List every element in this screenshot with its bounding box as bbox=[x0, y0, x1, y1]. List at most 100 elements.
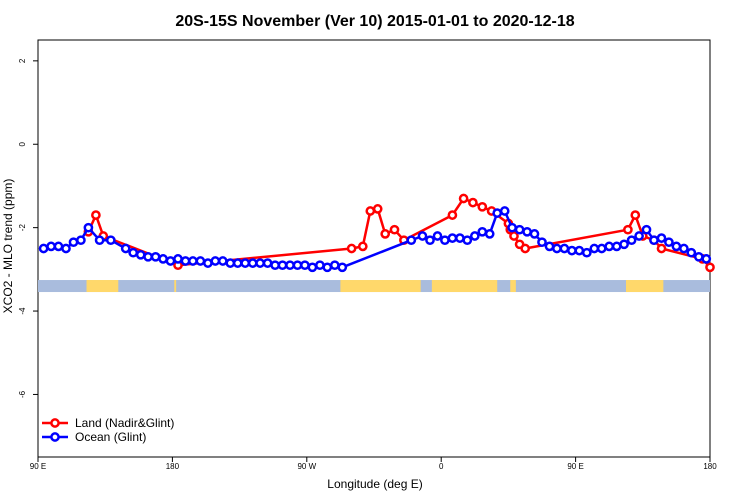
data-point bbox=[432, 231, 443, 241]
data-point bbox=[357, 241, 368, 252]
data-point bbox=[492, 208, 503, 218]
data-point bbox=[477, 226, 488, 237]
data-point bbox=[188, 256, 198, 266]
data-point bbox=[225, 258, 236, 268]
data-point bbox=[537, 237, 547, 248]
data-point bbox=[641, 224, 652, 235]
legend-label: Land (Nadir&Glint) bbox=[75, 416, 174, 430]
data-point bbox=[389, 224, 400, 235]
data-point bbox=[406, 235, 417, 246]
data-point bbox=[458, 193, 469, 204]
data-point bbox=[150, 251, 161, 262]
data-point bbox=[552, 243, 562, 254]
data-point bbox=[417, 231, 428, 241]
data-point bbox=[322, 262, 333, 273]
data-point bbox=[232, 258, 243, 268]
data-point bbox=[529, 229, 540, 239]
x-tick-label: 90 E bbox=[567, 462, 583, 471]
x-axis-label: Longitude (deg E) bbox=[327, 477, 422, 491]
legend: Land (Nadir&Glint)Ocean (Glint) bbox=[42, 416, 174, 444]
data-point bbox=[509, 231, 519, 241]
data-point bbox=[477, 201, 488, 212]
data-point bbox=[634, 231, 644, 241]
data-point bbox=[679, 243, 689, 254]
surface-type-bar bbox=[38, 280, 710, 293]
data-point bbox=[158, 254, 168, 264]
data-point bbox=[210, 256, 221, 266]
data-point bbox=[574, 245, 585, 256]
data-point bbox=[656, 233, 667, 243]
data-point bbox=[468, 197, 478, 208]
data-point bbox=[68, 237, 79, 248]
land-surface-segment bbox=[174, 280, 177, 293]
data-point bbox=[693, 251, 704, 262]
land-surface-segment bbox=[86, 280, 119, 293]
data-point bbox=[484, 229, 495, 239]
y-tick-label: -2 bbox=[18, 224, 27, 232]
data-point bbox=[705, 262, 715, 273]
data-point bbox=[623, 224, 633, 235]
data-point bbox=[94, 235, 105, 246]
data-point bbox=[262, 258, 273, 268]
data-point bbox=[120, 243, 131, 254]
data-point bbox=[105, 235, 116, 246]
data-point bbox=[329, 260, 340, 271]
data-point bbox=[195, 256, 206, 266]
data-point bbox=[626, 235, 637, 246]
data-point bbox=[520, 243, 531, 254]
data-point bbox=[247, 258, 258, 268]
data-point bbox=[83, 222, 94, 233]
data-point bbox=[255, 258, 265, 268]
x-tick-label: 180 bbox=[703, 462, 717, 471]
data-point bbox=[365, 206, 376, 216]
data-point bbox=[285, 260, 295, 271]
data-point bbox=[217, 256, 228, 266]
data-point bbox=[596, 243, 607, 254]
data-point bbox=[135, 249, 146, 260]
data-point bbox=[240, 258, 251, 268]
land-surface-segment bbox=[431, 280, 498, 293]
data-point bbox=[649, 235, 659, 246]
chart-title: 20S-15S November (Ver 10) 2015-01-01 to … bbox=[175, 13, 574, 30]
data-point bbox=[686, 247, 697, 258]
data-point bbox=[604, 241, 615, 252]
y-tick-label: 2 bbox=[18, 58, 27, 63]
data-point bbox=[337, 262, 348, 273]
legend-label: Ocean (Glint) bbox=[75, 430, 146, 444]
data-point bbox=[589, 243, 600, 254]
data-point bbox=[372, 204, 383, 214]
land-surface-segment bbox=[626, 280, 664, 293]
data-point bbox=[76, 235, 86, 246]
data-point bbox=[277, 260, 288, 271]
data-point bbox=[447, 210, 458, 220]
data-point bbox=[128, 247, 139, 258]
data-point bbox=[656, 243, 667, 254]
data-point bbox=[53, 241, 64, 252]
x-tick-label: 90 E bbox=[30, 462, 46, 471]
data-point bbox=[300, 260, 310, 271]
data-point bbox=[499, 206, 510, 216]
data-point bbox=[203, 258, 213, 268]
data-point bbox=[38, 243, 49, 254]
data-point bbox=[611, 241, 622, 252]
data-point bbox=[46, 241, 56, 252]
y-tick-label: -6 bbox=[18, 390, 27, 398]
x-tick-label: 180 bbox=[166, 462, 180, 471]
data-point bbox=[581, 247, 592, 258]
data-point bbox=[346, 243, 357, 254]
legend-item: Ocean (Glint) bbox=[42, 430, 146, 444]
data-point bbox=[567, 245, 577, 256]
legend-marker bbox=[50, 432, 60, 442]
data-point bbox=[307, 262, 318, 273]
data-point bbox=[143, 251, 153, 262]
data-point bbox=[440, 235, 450, 246]
series-layer bbox=[38, 193, 715, 273]
data-point bbox=[455, 233, 465, 243]
series-ocean bbox=[38, 206, 712, 273]
legend-item: Land (Nadir&Glint) bbox=[42, 416, 174, 430]
data-point bbox=[61, 243, 71, 254]
data-point bbox=[469, 231, 480, 241]
plot-border bbox=[37, 39, 711, 458]
data-point bbox=[292, 260, 303, 271]
